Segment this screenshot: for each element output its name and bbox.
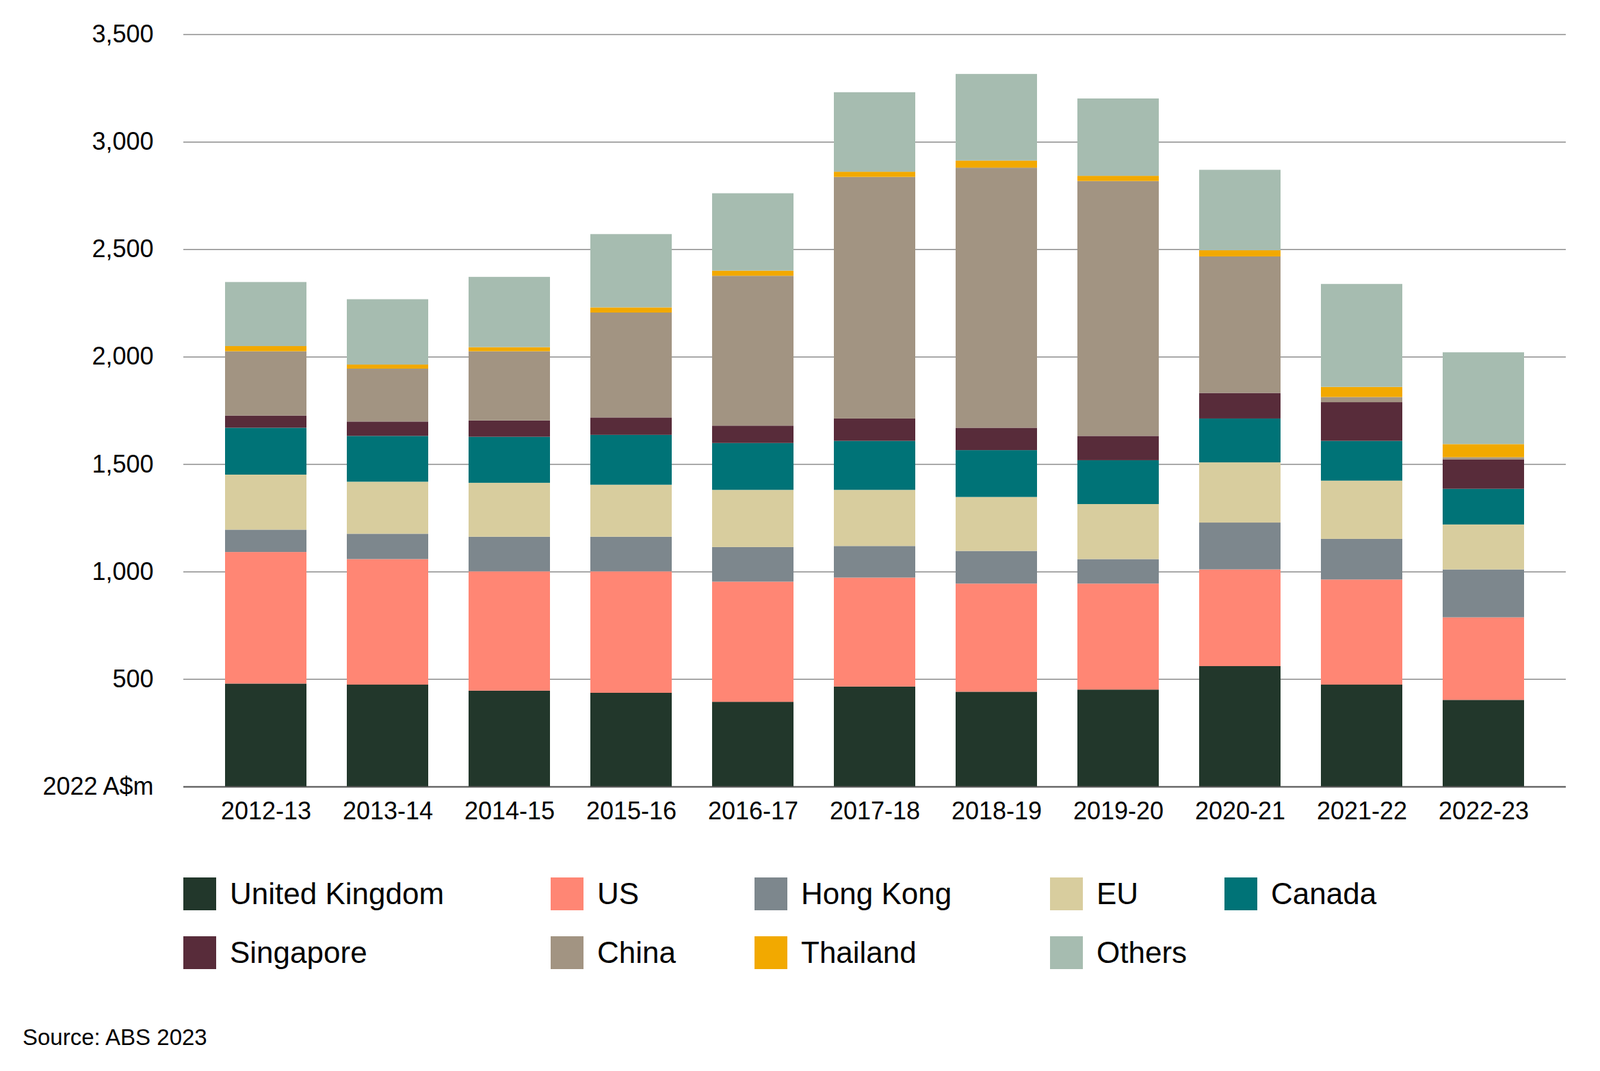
svg-text:2020-21: 2020-21 bbox=[1195, 796, 1286, 825]
svg-text:2015-16: 2015-16 bbox=[586, 796, 677, 825]
svg-text:2021-22: 2021-22 bbox=[1316, 796, 1408, 825]
svg-text:2022-23: 2022-23 bbox=[1438, 796, 1529, 825]
svg-text:2017-18: 2017-18 bbox=[829, 796, 921, 825]
html-text:Others: Others bbox=[1096, 935, 1187, 970]
svg-text:1,000: 1,000 bbox=[91, 557, 154, 586]
svg-text:3,000: 3,000 bbox=[91, 127, 154, 156]
svg-text:2019-20: 2019-20 bbox=[1073, 796, 1164, 825]
svg-text:2014-15: 2014-15 bbox=[464, 796, 555, 825]
svg-text:500: 500 bbox=[112, 664, 154, 693]
svg-text:2016-17: 2016-17 bbox=[707, 796, 799, 825]
html-text:Thailand: Thailand bbox=[801, 935, 917, 970]
html-text:Singapore: Singapore bbox=[229, 935, 368, 970]
html-text:Source: ABS 2023: Source: ABS 2023 bbox=[22, 1024, 208, 1051]
svg-text:1,500: 1,500 bbox=[91, 450, 154, 479]
html-text:US: US bbox=[597, 876, 639, 911]
html-text:China: China bbox=[597, 935, 676, 970]
svg-text:2013-14: 2013-14 bbox=[342, 796, 434, 825]
svg-text:3,500: 3,500 bbox=[91, 19, 154, 48]
svg-text:2,000: 2,000 bbox=[91, 342, 154, 371]
html-text:Canada: Canada bbox=[1270, 876, 1377, 911]
svg-text:2012-13: 2012-13 bbox=[220, 796, 312, 825]
svg-text:2022 A$m: 2022 A$m bbox=[42, 772, 154, 801]
svg-text:2,500: 2,500 bbox=[91, 234, 154, 263]
html-text:Hong Kong: Hong Kong bbox=[801, 876, 952, 911]
html-text:EU: EU bbox=[1096, 876, 1139, 911]
html-text:United Kingdom: United Kingdom bbox=[229, 876, 445, 911]
svg-text:2018-19: 2018-19 bbox=[951, 796, 1042, 825]
